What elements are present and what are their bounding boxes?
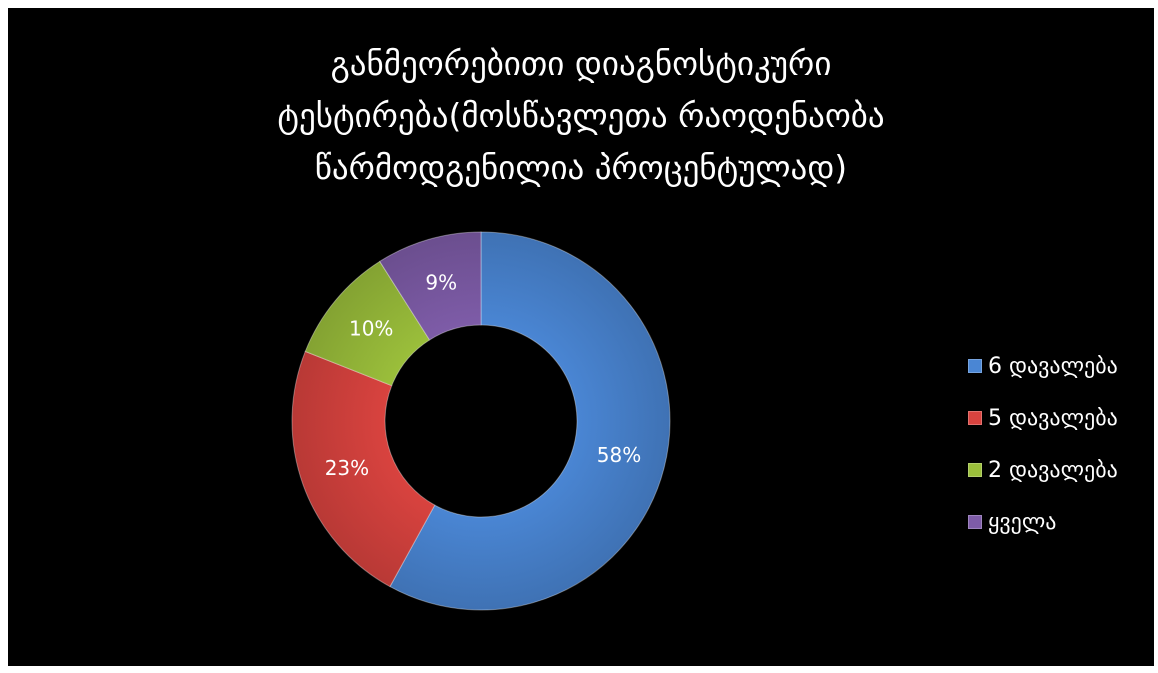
chart-area: განმეორებითი დიაგნოსტიკური ტესტირება(მოს… xyxy=(8,8,1154,666)
legend: 6 დავალება 5 დავალება 2 დავალება ყველა xyxy=(968,340,1118,548)
chart-title-line-3: წარმოდგენილია პროცენტულად) xyxy=(314,148,848,187)
legend-label: ყველა xyxy=(988,509,1057,535)
donut-chart: 58% 23% 10% 9% xyxy=(291,231,671,611)
chart-title: განმეორებითი დიაგნოსტიკური ტესტირება(მოს… xyxy=(158,38,1004,194)
legend-item-2-tasks: 2 დავალება xyxy=(968,444,1118,496)
legend-item-all: ყველა xyxy=(968,496,1118,548)
legend-label: 2 დავალება xyxy=(988,457,1118,483)
chart-title-line-1: განმეორებითი დიაგნოსტიკური xyxy=(330,44,832,83)
donut-slice-0 xyxy=(389,231,671,611)
legend-swatch xyxy=(968,515,982,529)
donut-slice-3 xyxy=(379,231,482,341)
chart-title-line-2: ტესტირება(მოსწავლეთა რაოდენაობა xyxy=(277,96,885,135)
donut-slice-2 xyxy=(304,260,431,387)
legend-swatch xyxy=(968,411,982,425)
legend-item-6-tasks: 6 დავალება xyxy=(968,340,1118,392)
legend-label: 6 დავალება xyxy=(988,353,1118,379)
legend-item-5-tasks: 5 დავალება xyxy=(968,392,1118,444)
slice-data-label: 58% xyxy=(597,443,641,467)
legend-swatch xyxy=(968,463,982,477)
legend-label: 5 დავალება xyxy=(988,405,1118,431)
slice-data-label: 23% xyxy=(325,456,369,480)
slice-data-label: 9% xyxy=(425,271,457,295)
legend-swatch xyxy=(968,359,982,373)
slice-data-label: 10% xyxy=(349,317,393,341)
donut-slice-1 xyxy=(291,350,436,588)
